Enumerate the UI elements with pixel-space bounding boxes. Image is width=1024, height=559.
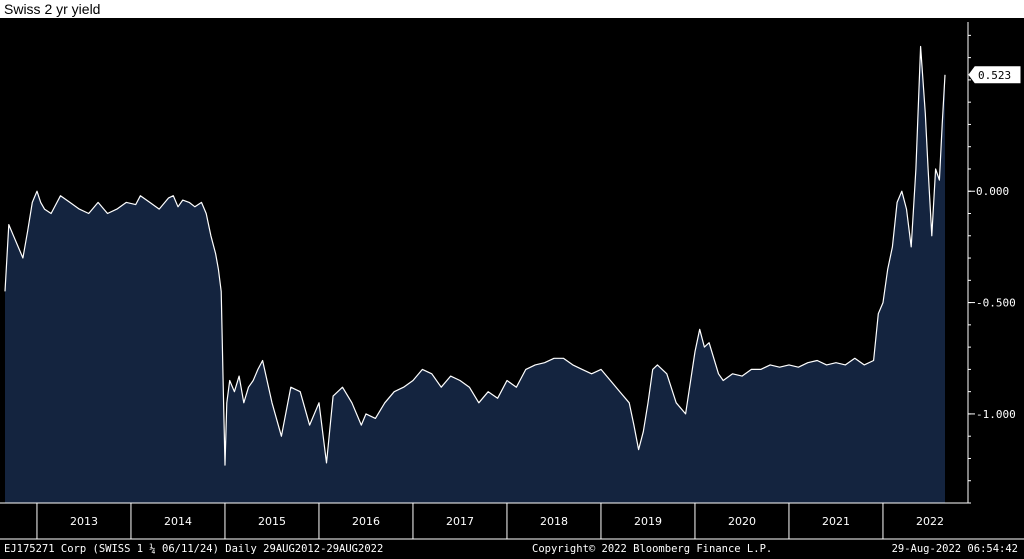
y-tick-label: -1.000	[976, 408, 1016, 421]
x-tick-label: 2013	[70, 515, 98, 528]
x-tick-label: 2022	[916, 515, 944, 528]
yield-line	[4, 45, 946, 466]
y-tick-label: 0.000	[976, 185, 1009, 198]
x-tick-label: 2020	[728, 515, 756, 528]
x-tick-label: 2017	[446, 515, 474, 528]
chart-area: 0.000 -0.500 -1.000 2013 2014 2015 2016 2017 20…	[0, 18, 1024, 559]
footer: EJ175271 Corp (SWISS 1 ¼ 06/11/24) Daily…	[4, 543, 1018, 555]
yield-area	[5, 46, 945, 503]
yield-chart: 0.000-0.500-1.000 2013 2014 2015 2016 2017 20…	[0, 22, 1024, 555]
last-value-marker: 0.523	[968, 66, 1021, 84]
chart-title: Swiss 2 yr yield	[4, 1, 101, 17]
footer-security-info: EJ175271 Corp (SWISS 1 ¼ 06/11/24) Daily…	[4, 543, 383, 555]
x-tick-label: 2014	[164, 515, 192, 528]
x-tick-label: 2016	[352, 515, 380, 528]
x-tick-label: 2018	[540, 515, 568, 528]
last-value-box	[968, 66, 1021, 84]
x-tick-label: 2015	[258, 515, 286, 528]
x-tick-label: 2019	[634, 515, 662, 528]
footer-copyright: Copyright© 2022 Bloomberg Finance L.P.	[532, 543, 772, 555]
last-value-label: 0.523	[978, 69, 1011, 82]
x-tick-label: 2021	[822, 515, 850, 528]
footer-timestamp: 29-Aug-2022 06:54:42	[892, 543, 1018, 555]
y-axis: 0.000 -0.500 -1.000	[968, 34, 1016, 504]
x-axis: 2013 2014 2015 2016 2017 2018 2019 2020 2021 2022	[36, 503, 944, 539]
y-tick-label: -0.500	[976, 297, 1016, 310]
